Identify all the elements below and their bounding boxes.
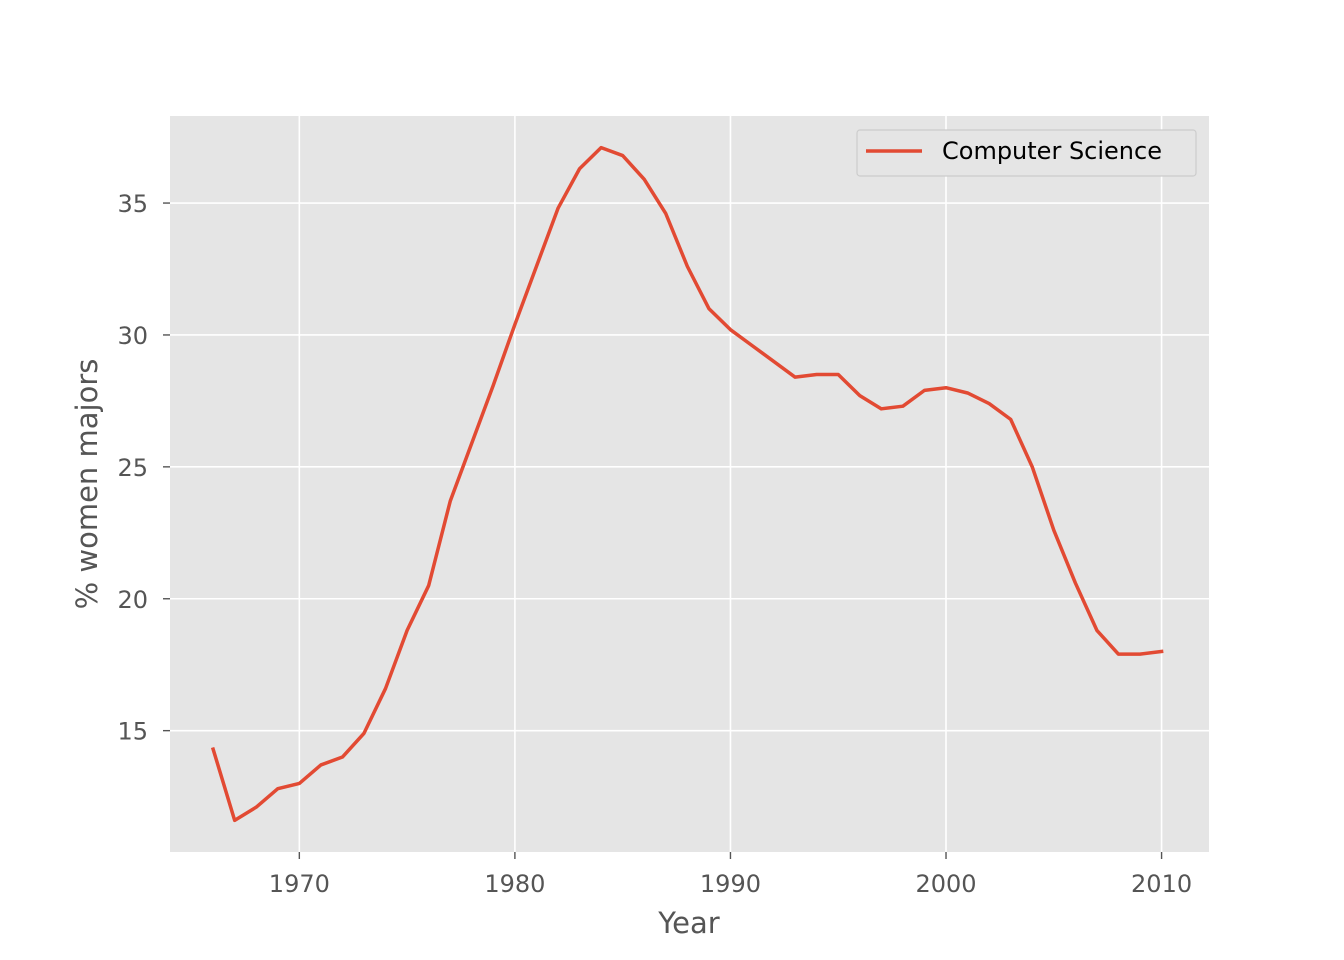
y-tick-label: 20 [117, 586, 148, 614]
x-axis-title: Year [657, 906, 719, 940]
x-tick-label: 2000 [915, 870, 976, 898]
y-tick-label: 30 [117, 322, 148, 350]
series-line-computer-science [210, 145, 1164, 823]
x-tick-label: 1990 [700, 870, 761, 898]
legend: Computer Science [856, 129, 1197, 177]
plot-area [170, 116, 1209, 852]
y-tick-label: 35 [117, 190, 148, 218]
legend-box [856, 129, 1197, 177]
series-layer [210, 145, 1164, 823]
y-tick-label: 15 [117, 718, 148, 746]
ticks: 1970 1980 1990 2000 2010 15 20 25 30 35 [117, 190, 1192, 898]
x-tick-label: 2010 [1131, 870, 1192, 898]
legend-label: Computer Science [942, 137, 1162, 165]
y-axis-title: % women majors [70, 359, 104, 610]
x-tick-label: 1980 [484, 870, 545, 898]
grid [170, 116, 1209, 852]
y-tick-label: 25 [117, 454, 148, 482]
x-tick-label: 1970 [269, 870, 330, 898]
